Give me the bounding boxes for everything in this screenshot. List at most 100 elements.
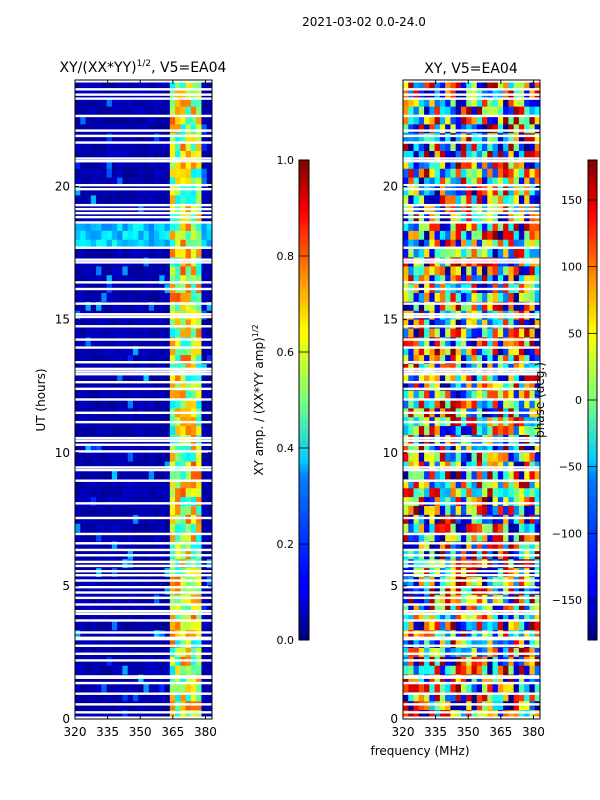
phase-heatmap-cell bbox=[518, 514, 525, 525]
amp-heatmap-cell bbox=[190, 328, 197, 338]
phase-heatmap-cell bbox=[492, 710, 499, 720]
amp-heatmap-cell bbox=[169, 319, 176, 329]
phase-heatmap-cell bbox=[524, 523, 530, 533]
phase-heatmap-cell bbox=[482, 230, 488, 241]
phase-heatmap-cell bbox=[487, 701, 493, 711]
amp-heatmap-cell bbox=[117, 488, 123, 498]
amp-heatmap-cell bbox=[180, 328, 186, 338]
amp-heatmap-cell bbox=[206, 399, 213, 409]
amp-heatmap-cell bbox=[127, 585, 134, 596]
amp-data-gap bbox=[75, 676, 212, 679]
amp-heatmap-cell bbox=[164, 674, 171, 684]
amp-heatmap-cell bbox=[201, 559, 208, 569]
amp-data-gap bbox=[75, 361, 212, 364]
amp-heatmap-cell bbox=[201, 337, 208, 347]
amp-heatmap-cell bbox=[75, 710, 81, 720]
amp-heatmap-cell bbox=[201, 195, 208, 205]
amp-heatmap-cell bbox=[190, 222, 197, 232]
amp-heatmap-cell bbox=[138, 683, 144, 693]
amp-heatmap-cell bbox=[159, 222, 165, 232]
phase-heatmap-cell bbox=[466, 222, 472, 232]
amp-colorbar-tick-label: 0.4 bbox=[277, 442, 295, 455]
amp-heatmap-cell bbox=[106, 186, 113, 196]
amp-heatmap-cell bbox=[206, 124, 213, 134]
amp-heatmap-cell bbox=[122, 248, 128, 258]
amp-heatmap-cell bbox=[159, 621, 165, 631]
phase-heatmap-cell bbox=[413, 222, 420, 232]
phase-heatmap-cell bbox=[418, 585, 425, 596]
phase-heatmap-cell bbox=[482, 399, 488, 409]
phase-heatmap-cell bbox=[503, 612, 509, 622]
amp-heatmap-cell bbox=[101, 293, 107, 303]
amp-heatmap-cell bbox=[138, 372, 144, 383]
phase-heatmap-cell bbox=[460, 470, 467, 480]
phase-heatmap-cell bbox=[482, 133, 488, 143]
phase-heatmap-cell bbox=[460, 559, 467, 569]
amp-heatmap-cell bbox=[106, 239, 113, 249]
amp-heatmap-cell bbox=[148, 337, 155, 347]
amp-heatmap-cell bbox=[80, 248, 86, 258]
amp-data-gap bbox=[75, 315, 212, 319]
amp-heatmap-cell bbox=[132, 514, 139, 525]
amp-heatmap-cell bbox=[127, 159, 134, 170]
amp-heatmap-cell bbox=[196, 337, 202, 347]
phase-heatmap-cell bbox=[434, 275, 441, 285]
phase-heatmap-cell bbox=[429, 426, 435, 436]
phase-heatmap-cell bbox=[487, 381, 493, 391]
amp-heatmap-cell bbox=[164, 222, 171, 232]
amp-heatmap-cell bbox=[132, 293, 139, 303]
phase-heatmap-cell bbox=[434, 692, 441, 702]
phase-heatmap-cell bbox=[487, 133, 493, 143]
amp-heatmap-cell bbox=[132, 177, 139, 187]
phase-heatmap-cell bbox=[418, 692, 425, 702]
phase-heatmap-cell bbox=[476, 603, 483, 613]
amp-heatmap-cell bbox=[175, 514, 181, 525]
amp-heatmap-cell bbox=[132, 497, 139, 507]
phase-heatmap-cell bbox=[497, 559, 504, 569]
amp-heatmap-cell bbox=[75, 621, 81, 631]
amp-heatmap-cell bbox=[169, 133, 176, 143]
phase-heatmap-cell bbox=[408, 195, 414, 205]
phase-heatmap-cell bbox=[418, 328, 425, 338]
amp-heatmap-cell bbox=[132, 479, 139, 489]
amp-heatmap-cell bbox=[185, 151, 192, 161]
phase-heatmap-cell bbox=[508, 630, 514, 640]
phase-heatmap-cell bbox=[476, 399, 483, 409]
amp-heatmap-cell bbox=[127, 319, 134, 329]
phase-heatmap-cell bbox=[403, 124, 409, 134]
amp-heatmap-cell bbox=[127, 390, 134, 400]
amp-heatmap-cell bbox=[206, 621, 213, 631]
phase-heatmap-cell bbox=[492, 639, 499, 649]
amp-heatmap-cell bbox=[143, 692, 150, 702]
phase-heatmap-cell bbox=[424, 177, 430, 187]
phase-heatmap-cell bbox=[487, 222, 493, 232]
phase-data-gap bbox=[403, 183, 540, 187]
amp-heatmap-cell bbox=[75, 603, 81, 613]
amp-heatmap-cell bbox=[196, 248, 202, 258]
amp-heatmap-cell bbox=[175, 115, 181, 125]
phase-heatmap-cell bbox=[403, 275, 409, 285]
amp-heatmap-cell bbox=[132, 488, 139, 498]
amp-heatmap-cell bbox=[101, 151, 107, 161]
phase-heatmap-cell bbox=[513, 426, 520, 436]
phase-heatmap-cell bbox=[424, 124, 430, 134]
amp-colorbar-tick-label: 0.0 bbox=[277, 634, 295, 647]
amp-heatmap-cell bbox=[196, 399, 202, 409]
phase-heatmap-cell bbox=[492, 594, 499, 604]
phase-heatmap-cell bbox=[518, 328, 525, 338]
amp-heatmap-cell bbox=[138, 639, 144, 649]
amp-heatmap-cell bbox=[106, 124, 113, 134]
amp-heatmap-cell bbox=[175, 372, 181, 383]
phase-heatmap-cell bbox=[513, 80, 520, 90]
amp-heatmap-cell bbox=[101, 603, 107, 613]
amp-heatmap-cell bbox=[127, 239, 134, 249]
phase-heatmap-cell bbox=[429, 621, 435, 631]
phase-heatmap-cell bbox=[524, 585, 530, 596]
amp-heatmap-cell bbox=[175, 443, 181, 454]
amp-heatmap-cell bbox=[148, 710, 155, 720]
phase-heatmap-cell bbox=[434, 80, 441, 90]
phase-heatmap-cell bbox=[513, 514, 520, 525]
amp-heatmap-cell bbox=[101, 115, 107, 125]
amp-heatmap-cell bbox=[122, 568, 128, 578]
